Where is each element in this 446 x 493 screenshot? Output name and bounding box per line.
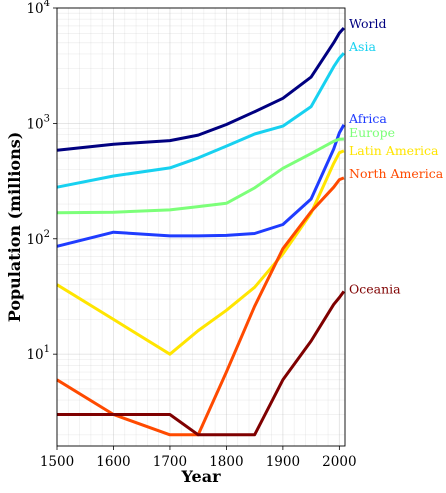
series-end-label-latin-america: Latin America xyxy=(349,143,439,158)
series-line-africa xyxy=(56,124,346,248)
y-tick-label: 103 xyxy=(26,113,50,132)
y-tick-label: 104 xyxy=(26,0,50,17)
x-tick-label: 1900 xyxy=(266,454,300,470)
grid xyxy=(56,7,345,446)
x-tick-label: 1700 xyxy=(153,454,187,470)
y-tick-label: 101 xyxy=(26,344,50,363)
series-line-world xyxy=(56,26,346,152)
series-end-label-world: World xyxy=(349,16,387,31)
series-line-latin-america xyxy=(56,149,345,356)
series-line-oceania xyxy=(57,290,346,437)
series-end-label-africa: Africa xyxy=(348,111,387,126)
series-line-europe xyxy=(56,137,344,215)
x-tick-label: 1800 xyxy=(209,454,243,470)
series-line-asia xyxy=(56,52,346,189)
series-end-label-oceania: Oceania xyxy=(349,281,401,296)
x-axis-title: Year xyxy=(180,467,221,486)
y-tick-label: 102 xyxy=(26,229,50,248)
series-end-label-europe: Europe xyxy=(349,125,395,140)
series-line-north-america xyxy=(56,176,345,437)
series-lines xyxy=(56,26,346,437)
x-tick-label: 1500 xyxy=(40,454,74,470)
y-axis-title: Population (millions) xyxy=(5,132,24,323)
series-end-label-north-america: North America xyxy=(349,166,444,181)
plot-frame xyxy=(56,7,346,447)
x-tick-label: 1600 xyxy=(96,454,130,470)
x-tick-label: 2000 xyxy=(322,454,356,470)
series-end-label-asia: Asia xyxy=(348,39,376,54)
